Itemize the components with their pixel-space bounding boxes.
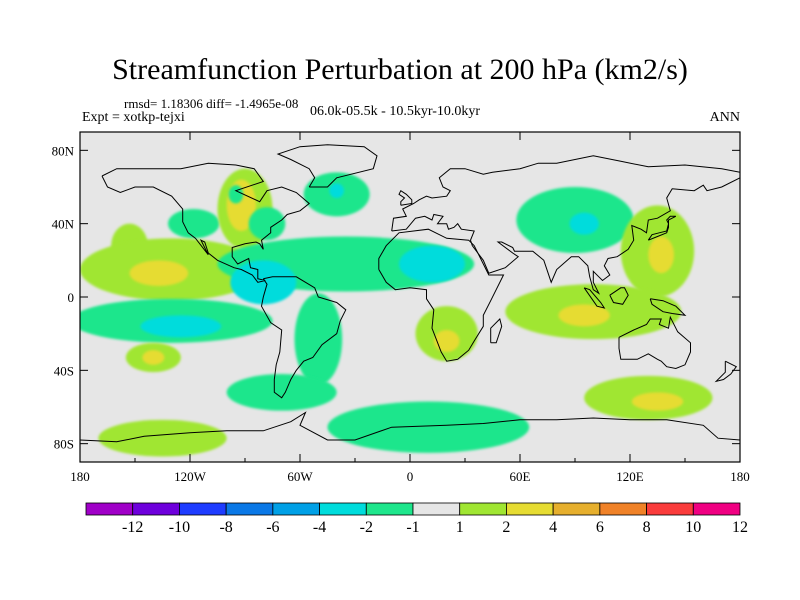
coastline-uk [398, 189, 413, 206]
coastline-antarctica [80, 411, 740, 443]
colorbar-swatch [552, 502, 601, 516]
y-tick-label: 80N [52, 143, 75, 158]
anomaly-region-22 [140, 315, 222, 338]
coastline-borneo [609, 287, 629, 305]
x-tick-label: 180 [70, 469, 90, 484]
coastline-japan [647, 215, 677, 241]
coastline-new-guinea [649, 298, 687, 317]
anomaly-region-13 [129, 260, 189, 286]
x-tick-label: 180 [730, 469, 750, 484]
colorbar-swatch [692, 502, 741, 516]
y-tick-label: 0 [68, 290, 75, 305]
colorbar-label: 2 [502, 519, 510, 536]
colorbar: -12 -10 -8 -6 -4 -2 -1 1 2 4 6 8 10 12 [85, 502, 748, 536]
axis-ticks: 180 120W 60W 0 60E 120E 180 80N 40N 0 40S 80S [52, 132, 750, 484]
anomaly-region-5 [248, 207, 286, 241]
coastline-south-america [260, 276, 347, 399]
colorbar-label: -1 [406, 519, 419, 536]
contour-fill-layer [80, 168, 713, 457]
colorbar-label: -6 [266, 519, 279, 536]
coastline-eurasia [391, 155, 740, 295]
colorbar-label: 12 [732, 519, 748, 536]
colorbar-label: 6 [596, 519, 604, 536]
colorbar-swatch [179, 502, 227, 516]
anomaly-region-29 [98, 419, 227, 457]
anomaly-region-18 [558, 304, 610, 327]
coastline-greenland [276, 144, 378, 188]
y-tick-label: 40S [54, 363, 74, 378]
period-label: 06.0k-05.5k - 10.5kyr-10.0kyr [310, 104, 481, 119]
colorbar-swatch [646, 502, 694, 516]
anomaly-region-20 [433, 330, 460, 352]
colorbar-swatch [412, 502, 461, 516]
colorbar-label: -8 [219, 519, 232, 536]
colorbar-label: -2 [360, 519, 373, 536]
chart-title: Streamfunction Perturbation at 200 hPa (… [112, 53, 688, 86]
colorbar-label: -10 [169, 519, 190, 536]
experiment-label: Expt = xotkp-tejxi [82, 110, 185, 125]
x-tick-label: 60W [287, 469, 313, 484]
rmsd-diff-label: rmsd= 1.18306 diff= -1.4965e-08 [124, 96, 299, 111]
x-tick-label: 120E [616, 469, 644, 484]
coastline-australia [618, 315, 691, 370]
season-label: ANN [709, 110, 740, 125]
y-tick-label: 80S [54, 437, 74, 452]
anomaly-region-28 [631, 392, 684, 411]
anomaly-region-9 [569, 212, 599, 235]
colorbar-label: 1 [456, 519, 464, 536]
colorbar-swatch [599, 502, 647, 516]
colorbar-label: -4 [313, 519, 326, 536]
anomaly-region-30 [327, 401, 530, 453]
coastline-layer [80, 144, 740, 443]
colorbar-swatch [85, 502, 134, 516]
colorbar-swatch [319, 502, 367, 516]
coastline-madagascar [490, 318, 503, 344]
colorbar-label: 10 [685, 519, 701, 536]
anomaly-region-23 [294, 293, 343, 385]
y-tick-label: 40N [52, 217, 75, 232]
colorbar-swatch [506, 502, 554, 516]
anomaly-region-4 [228, 185, 244, 204]
x-tick-label: 120W [174, 469, 207, 484]
colorbar-swatch [272, 502, 320, 516]
colorbar-swatch [459, 502, 507, 516]
anomaly-region-11 [648, 236, 675, 274]
anomaly-region-25 [142, 350, 165, 365]
colorbar-label: -12 [122, 519, 143, 536]
anomaly-region-15 [230, 260, 297, 305]
coastline-sumatra [583, 287, 606, 309]
colorbar-swatch [132, 502, 180, 516]
anomaly-region-7 [329, 183, 344, 199]
coastline-africa [378, 228, 505, 362]
colorbar-label: 8 [643, 519, 651, 536]
anomaly-region-26 [226, 374, 337, 411]
x-tick-label: 0 [407, 469, 414, 484]
coastline-new-zealand [714, 360, 738, 383]
colorbar-label: 4 [549, 519, 557, 536]
anomaly-region-16 [399, 245, 465, 283]
anomaly-region-1 [168, 209, 220, 239]
colorbar-swatch [365, 502, 414, 516]
x-tick-label: 60E [510, 469, 531, 484]
colorbar-swatch [225, 502, 274, 516]
coastline-north-america [101, 162, 310, 283]
